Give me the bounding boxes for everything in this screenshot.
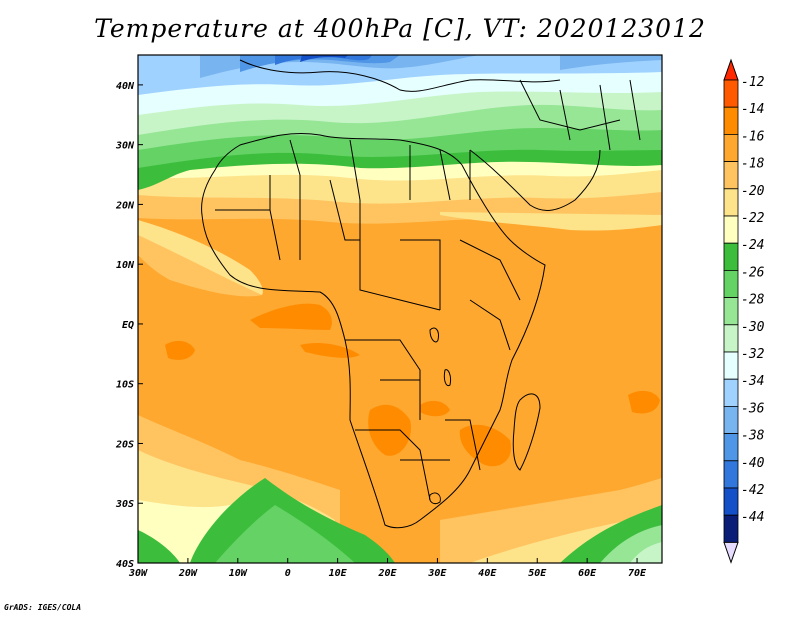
- x-tick-label: 0: [285, 568, 291, 579]
- colorbar-level-label: -18: [741, 157, 765, 172]
- colorbar-level-label: -26: [741, 265, 765, 280]
- x-tick-label: 10E: [329, 568, 348, 579]
- south-africa-lesotho: [429, 492, 441, 505]
- field-band-south-24b: [138, 530, 180, 563]
- inner-borders-east: [459, 239, 521, 351]
- field-band-north-40: [275, 55, 372, 65]
- x-tick-label: 30W: [128, 568, 148, 579]
- colorbar-swatch: [723, 460, 739, 489]
- x-axis: 30W 20W 10W 0 10E 20E 30E 40E 50E 60E 70E: [128, 558, 647, 579]
- x-tick-label: 20W: [178, 568, 198, 579]
- credit-text: GrADS: IGES/COLA: [4, 603, 82, 612]
- y-tick-label: EQ: [122, 320, 134, 331]
- field-band-south-30: [630, 542, 662, 563]
- field-patch-14-indian: [628, 390, 660, 414]
- colorbar-level-label: -34: [741, 374, 764, 389]
- coastlines: [201, 59, 641, 529]
- y-tick-label: 20N: [115, 200, 135, 211]
- colorbar-swatch: [723, 106, 739, 135]
- field-patch-14-tanzania: [420, 400, 450, 417]
- colorbar-level-label: -40: [741, 456, 765, 471]
- x-tick-label: 20E: [377, 568, 397, 579]
- colorbar-level-label: -16: [741, 129, 765, 144]
- field-band-east-africa-20: [440, 212, 662, 231]
- colorbar-swatch: [723, 79, 739, 108]
- colorbar-legend: -12 -14 -16 -18 -20 -22 -24 -26 -28 -30 -32 -34 -36 -…: [723, 58, 765, 564]
- colorbar-level-label: -30: [741, 320, 765, 335]
- lake-outline: [429, 327, 451, 387]
- x-tick-label: 50E: [528, 568, 547, 579]
- colorbar-swatch: [723, 215, 739, 244]
- europe-outline: [239, 59, 561, 92]
- colorbar-swatch: [723, 269, 739, 298]
- x-tick-label: 40E: [478, 568, 497, 579]
- madagascar-outline: [512, 393, 541, 471]
- y-tick-label: 30S: [115, 499, 134, 510]
- colorbar-swatch: [723, 405, 739, 434]
- y-tick-label: 40N: [116, 81, 135, 92]
- field-patch-14-congo: [300, 343, 360, 358]
- y-tick-label: 30N: [115, 141, 135, 152]
- temperature-field: [138, 55, 662, 563]
- field-band-south-26: [215, 505, 355, 563]
- colorbar-swatch: [723, 351, 739, 380]
- y-tick-label: 20S: [115, 439, 134, 450]
- y-axis: 40N 30N 20N 10N EQ 10S 20S 30S 40S: [115, 81, 143, 570]
- colorbar-swatch: [723, 188, 739, 217]
- colorbar-level-label: -42: [741, 483, 765, 498]
- x-tick-label: 10W: [229, 568, 248, 579]
- colorbar-swatch: [723, 514, 739, 543]
- field-patch-14-gulf: [250, 303, 332, 330]
- colorbar-swatch: [723, 297, 739, 326]
- y-tick-label: 40S: [116, 559, 134, 570]
- colorbar-swatch: [723, 378, 739, 407]
- colorbar-bottom-arrow: [723, 541, 739, 564]
- africa-outline: [201, 132, 546, 529]
- colorbar-level-label: -38: [741, 429, 765, 444]
- inner-borders-south: [355, 419, 481, 501]
- arabia-outline: [469, 149, 601, 211]
- colorbar-swatch: [723, 324, 739, 353]
- field-band-north-36b: [560, 55, 662, 70]
- colorbar-swatch: [723, 133, 739, 162]
- middle-east-borders: [519, 79, 641, 151]
- colorbar-level-label: -22: [741, 211, 765, 226]
- colorbar-swatch: [723, 487, 739, 516]
- map-frame: [137, 54, 663, 564]
- colorbar-level-label: -32: [741, 347, 765, 362]
- colorbar-level-label: -28: [741, 293, 765, 308]
- colorbar-level-label: -14: [741, 102, 764, 117]
- inner-borders-central: [345, 200, 441, 420]
- inner-borders-north: [289, 139, 471, 201]
- field-band-north-34: [138, 55, 662, 95]
- colorbar-swatch: [723, 242, 739, 271]
- colorbar-swatch: [723, 433, 739, 462]
- map-title: Temperature at 400hPa [C], VT: 202012301…: [94, 14, 706, 43]
- x-tick-label: 30E: [427, 568, 447, 579]
- colorbar-level-label: -12: [741, 75, 765, 90]
- field-patch-14-atlantic: [165, 340, 195, 360]
- y-tick-label: 10N: [116, 260, 135, 271]
- x-tick-label: 70E: [628, 568, 647, 579]
- colorbar-level-label: -36: [741, 401, 765, 416]
- x-tick-label: 60E: [578, 568, 597, 579]
- colorbar-level-label: -24: [741, 238, 764, 253]
- y-tick-label: 10S: [116, 380, 134, 391]
- colorbar-level-label: -44: [741, 510, 764, 525]
- colorbar-level-label: -20: [741, 184, 765, 199]
- field-band-west-18: [138, 235, 262, 297]
- field-band-north-42: [300, 55, 348, 62]
- colorbar-swatch: [723, 161, 739, 190]
- colorbar-top-arrow: [723, 58, 739, 81]
- inner-borders-west: [215, 175, 360, 261]
